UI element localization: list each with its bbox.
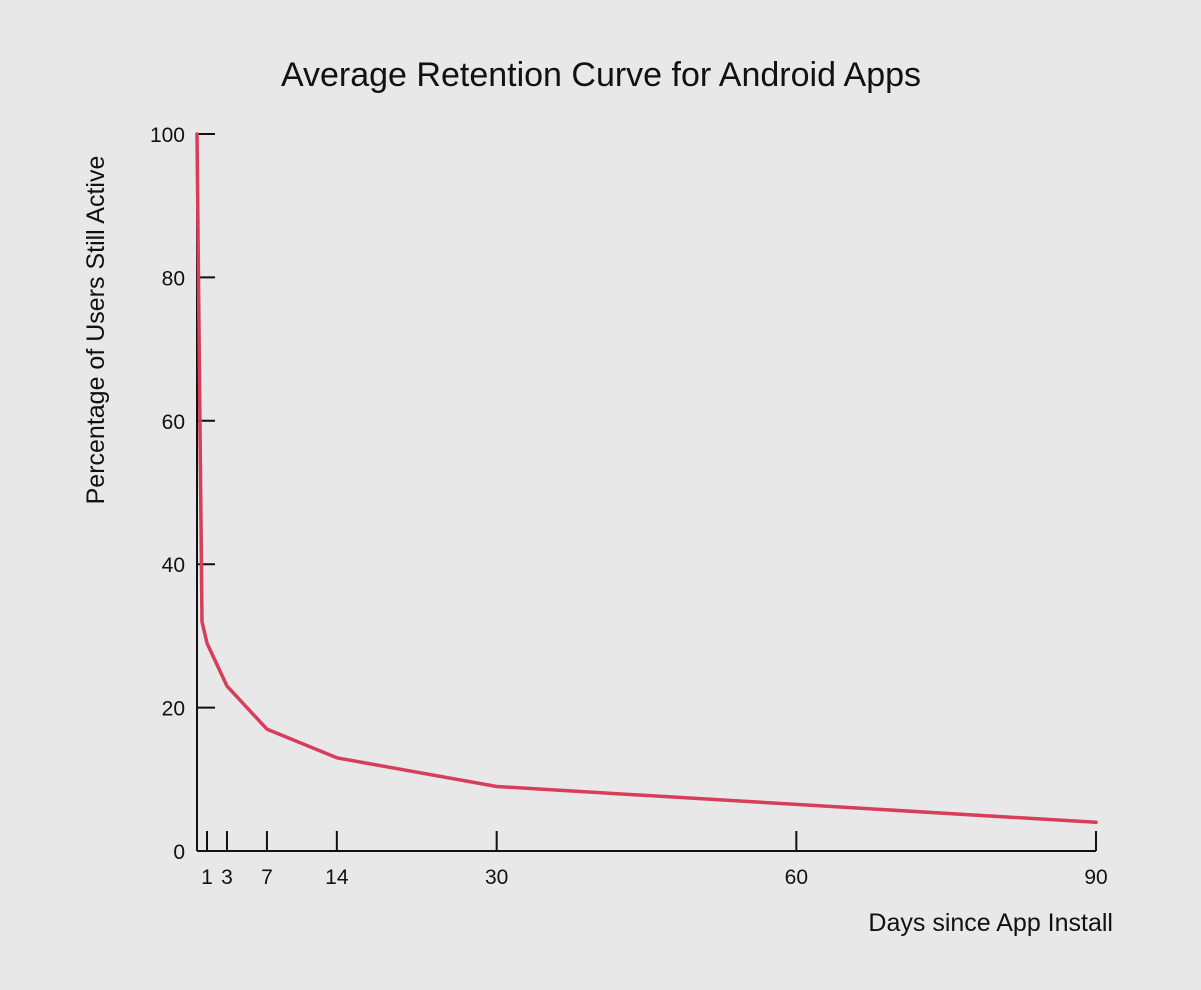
y-tick-label: 20 bbox=[162, 698, 185, 721]
x-tick-label: 60 bbox=[785, 866, 808, 889]
y-ticks: 0 20 40 60 80 100 bbox=[150, 124, 215, 864]
y-axis-label: Percentage of Users Still Active bbox=[82, 156, 110, 505]
y-tick-label: 80 bbox=[162, 267, 185, 290]
x-tick-label: 14 bbox=[325, 866, 349, 889]
y-tick-label: 100 bbox=[150, 124, 185, 147]
x-tick-label: 3 bbox=[221, 866, 233, 889]
series-group bbox=[195, 132, 1098, 825]
axes bbox=[196, 134, 1096, 852]
x-tick-label: 7 bbox=[261, 866, 273, 889]
chart-title: Average Retention Curve for Android Apps bbox=[281, 56, 921, 94]
y-tick-label: 0 bbox=[173, 841, 185, 864]
x-tick-label: 1 bbox=[201, 866, 213, 889]
x-tick-label: 90 bbox=[1084, 866, 1107, 889]
x-tick-label: 30 bbox=[485, 866, 508, 889]
y-tick-label: 40 bbox=[162, 554, 185, 577]
x-ticks: 1 3 7 14 30 60 90 bbox=[201, 831, 1108, 889]
x-axis-label: Days since App Install bbox=[868, 909, 1113, 937]
retention-series-line bbox=[195, 132, 1098, 825]
y-tick-label: 60 bbox=[162, 411, 185, 434]
